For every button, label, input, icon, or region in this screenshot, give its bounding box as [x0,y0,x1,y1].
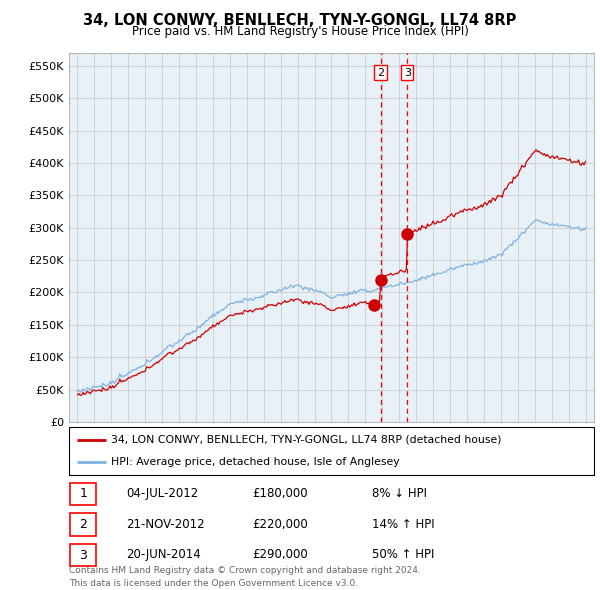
Text: 3: 3 [404,67,411,77]
Text: Price paid vs. HM Land Registry's House Price Index (HPI): Price paid vs. HM Land Registry's House … [131,25,469,38]
Text: 34, LON CONWY, BENLLECH, TYN-Y-GONGL, LL74 8RP: 34, LON CONWY, BENLLECH, TYN-Y-GONGL, LL… [83,13,517,28]
Text: 8% ↓ HPI: 8% ↓ HPI [372,487,427,500]
Text: Contains HM Land Registry data © Crown copyright and database right 2024.: Contains HM Land Registry data © Crown c… [69,566,421,575]
Text: 1: 1 [79,487,88,500]
Text: This data is licensed under the Open Government Licence v3.0.: This data is licensed under the Open Gov… [69,579,358,588]
Text: 2: 2 [377,67,384,77]
Text: £180,000: £180,000 [252,487,308,500]
Text: 20-JUN-2014: 20-JUN-2014 [126,548,201,561]
Text: 3: 3 [79,549,88,562]
Text: 21-NOV-2012: 21-NOV-2012 [126,517,205,530]
Text: HPI: Average price, detached house, Isle of Anglesey: HPI: Average price, detached house, Isle… [111,457,400,467]
Text: 14% ↑ HPI: 14% ↑ HPI [372,517,434,530]
Text: 34, LON CONWY, BENLLECH, TYN-Y-GONGL, LL74 8RP (detached house): 34, LON CONWY, BENLLECH, TYN-Y-GONGL, LL… [111,435,502,445]
Text: 50% ↑ HPI: 50% ↑ HPI [372,548,434,561]
Text: 04-JUL-2012: 04-JUL-2012 [126,487,198,500]
Text: £220,000: £220,000 [252,517,308,530]
Text: 2: 2 [79,518,88,531]
Text: £290,000: £290,000 [252,548,308,561]
